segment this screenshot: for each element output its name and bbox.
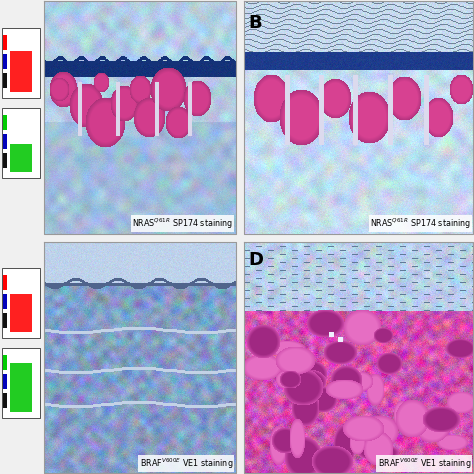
Bar [3,393,7,408]
Text: BRAF$^{V600E}$ VE1 staining: BRAF$^{V600E}$ VE1 staining [140,456,233,471]
Text: NRAS$^{Q61R}$ SP174 staining: NRAS$^{Q61R}$ SP174 staining [132,217,233,231]
Bar [2,28,40,98]
Bar [9,144,32,173]
Bar [2,108,40,178]
Bar [3,134,7,149]
Bar [3,153,7,168]
Bar [2,348,40,418]
Bar [3,115,7,130]
Bar [9,294,32,332]
Text: B: B [248,14,262,32]
Bar [3,275,7,291]
Bar [9,363,32,412]
Bar [3,313,7,328]
Bar [3,35,7,50]
Bar [9,51,32,92]
Bar [3,374,7,389]
Text: NRAS$^{Q61R}$ SP174 staining: NRAS$^{Q61R}$ SP174 staining [370,217,471,231]
Bar [3,294,7,310]
Bar [3,355,7,370]
Text: D: D [248,251,263,269]
Bar [3,54,7,69]
Bar [3,73,7,88]
Bar [2,268,40,338]
Text: BRAF$^{V600E}$ VE1 staining: BRAF$^{V600E}$ VE1 staining [378,456,471,471]
